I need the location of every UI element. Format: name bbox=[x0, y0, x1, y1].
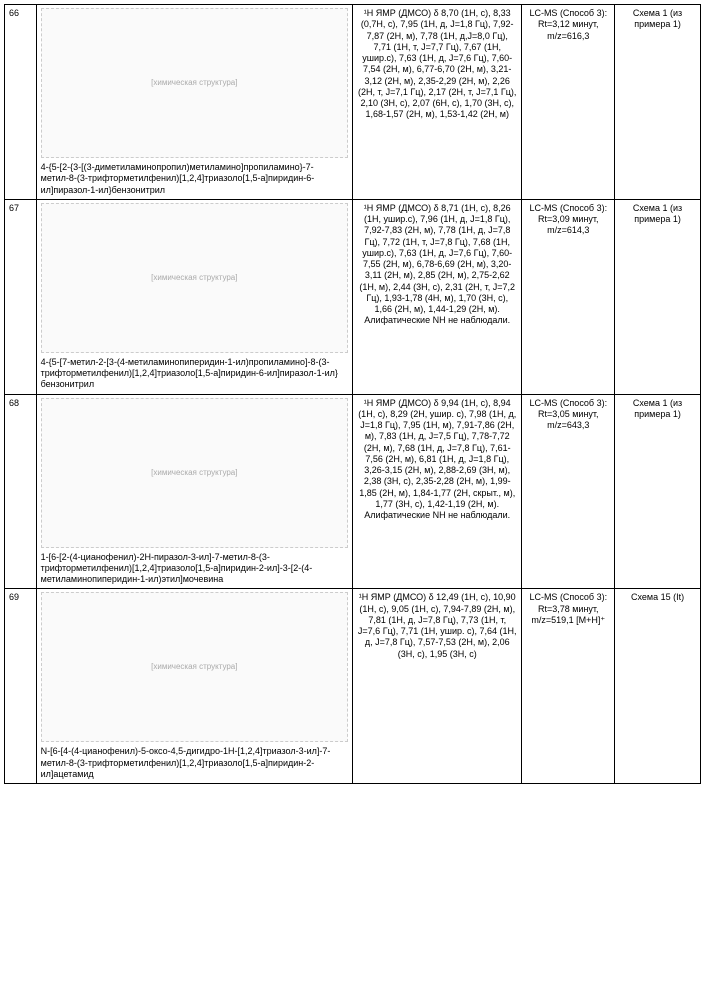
compound-name: 4-{5-[2-{3-[(3-диметиламинопропил)метила… bbox=[41, 162, 348, 196]
chemical-structure-icon: [химическая структура] bbox=[41, 203, 348, 353]
table-row: 66 [химическая структура] 4-{5-[2-{3-[(3… bbox=[5, 5, 701, 200]
structure-cell: [химическая структура] N-[6-[4-(4-цианоф… bbox=[36, 589, 352, 784]
lcms-cell: LC-MS (Способ 3): Rt=3,12 минут, m/z=616… bbox=[522, 5, 615, 200]
compound-id-cell: 69 bbox=[5, 589, 37, 784]
compound-id-cell: 66 bbox=[5, 5, 37, 200]
chemical-structure-icon: [химическая структура] bbox=[41, 592, 348, 742]
chemical-structure-icon: [химическая структура] bbox=[41, 398, 348, 548]
lcms-cell: LC-MS (Способ 3): Rt=3,05 минут, m/z=643… bbox=[522, 394, 615, 589]
structure-cell: [химическая структура] 4-{5-[7-метил-2-[… bbox=[36, 199, 352, 394]
structure-cell: [химическая структура] 4-{5-[2-{3-[(3-ди… bbox=[36, 5, 352, 200]
compound-name: N-[6-[4-(4-цианофенил)-5-оксо-4,5-дигидр… bbox=[41, 746, 348, 780]
lcms-cell: LC-MS (Способ 3): Rt=3,78 минут, m/z=519… bbox=[522, 589, 615, 784]
compound-id-cell: 67 bbox=[5, 199, 37, 394]
table-row: 69 [химическая структура] N-[6-[4-(4-циа… bbox=[5, 589, 701, 784]
lcms-cell: LC-MS (Способ 3): Rt=3,09 минут, m/z=614… bbox=[522, 199, 615, 394]
table-body: 66 [химическая структура] 4-{5-[2-{3-[(3… bbox=[5, 5, 701, 784]
structure-cell: [химическая структура] 1-[6-[2-(4-цианоф… bbox=[36, 394, 352, 589]
compound-id-cell: 68 bbox=[5, 394, 37, 589]
nmr-cell: ¹H ЯМР (ДМСО) δ 8,71 (1H, с), 8,26 (1H, … bbox=[352, 199, 521, 394]
nmr-cell: ¹H ЯМР (ДМСО) δ 12,49 (1H, с), 10,90 (1H… bbox=[352, 589, 521, 784]
table-row: 67 [химическая структура] 4-{5-[7-метил-… bbox=[5, 199, 701, 394]
scheme-cell: Схема 1 (из примера 1) bbox=[615, 5, 701, 200]
scheme-cell: Схема 1 (из примера 1) bbox=[615, 394, 701, 589]
nmr-cell: ¹H ЯМР (ДМСО) δ 9,94 (1H, с), 8,94 (1H, … bbox=[352, 394, 521, 589]
scheme-cell: Схема 1 (из примера 1) bbox=[615, 199, 701, 394]
compound-name: 4-{5-[7-метил-2-[3-(4-метиламинопипериди… bbox=[41, 357, 348, 391]
compound-name: 1-[6-[2-(4-цианофенил)-2H-пиразол-3-ил]-… bbox=[41, 552, 348, 586]
scheme-cell: Схема 15 (It) bbox=[615, 589, 701, 784]
table-row: 68 [химическая структура] 1-[6-[2-(4-циа… bbox=[5, 394, 701, 589]
compound-table: 66 [химическая структура] 4-{5-[2-{3-[(3… bbox=[4, 4, 701, 784]
chemical-structure-icon: [химическая структура] bbox=[41, 8, 348, 158]
nmr-cell: ¹H ЯМР (ДМСО) δ 8,70 (1H, с), 8,33 (0,7H… bbox=[352, 5, 521, 200]
